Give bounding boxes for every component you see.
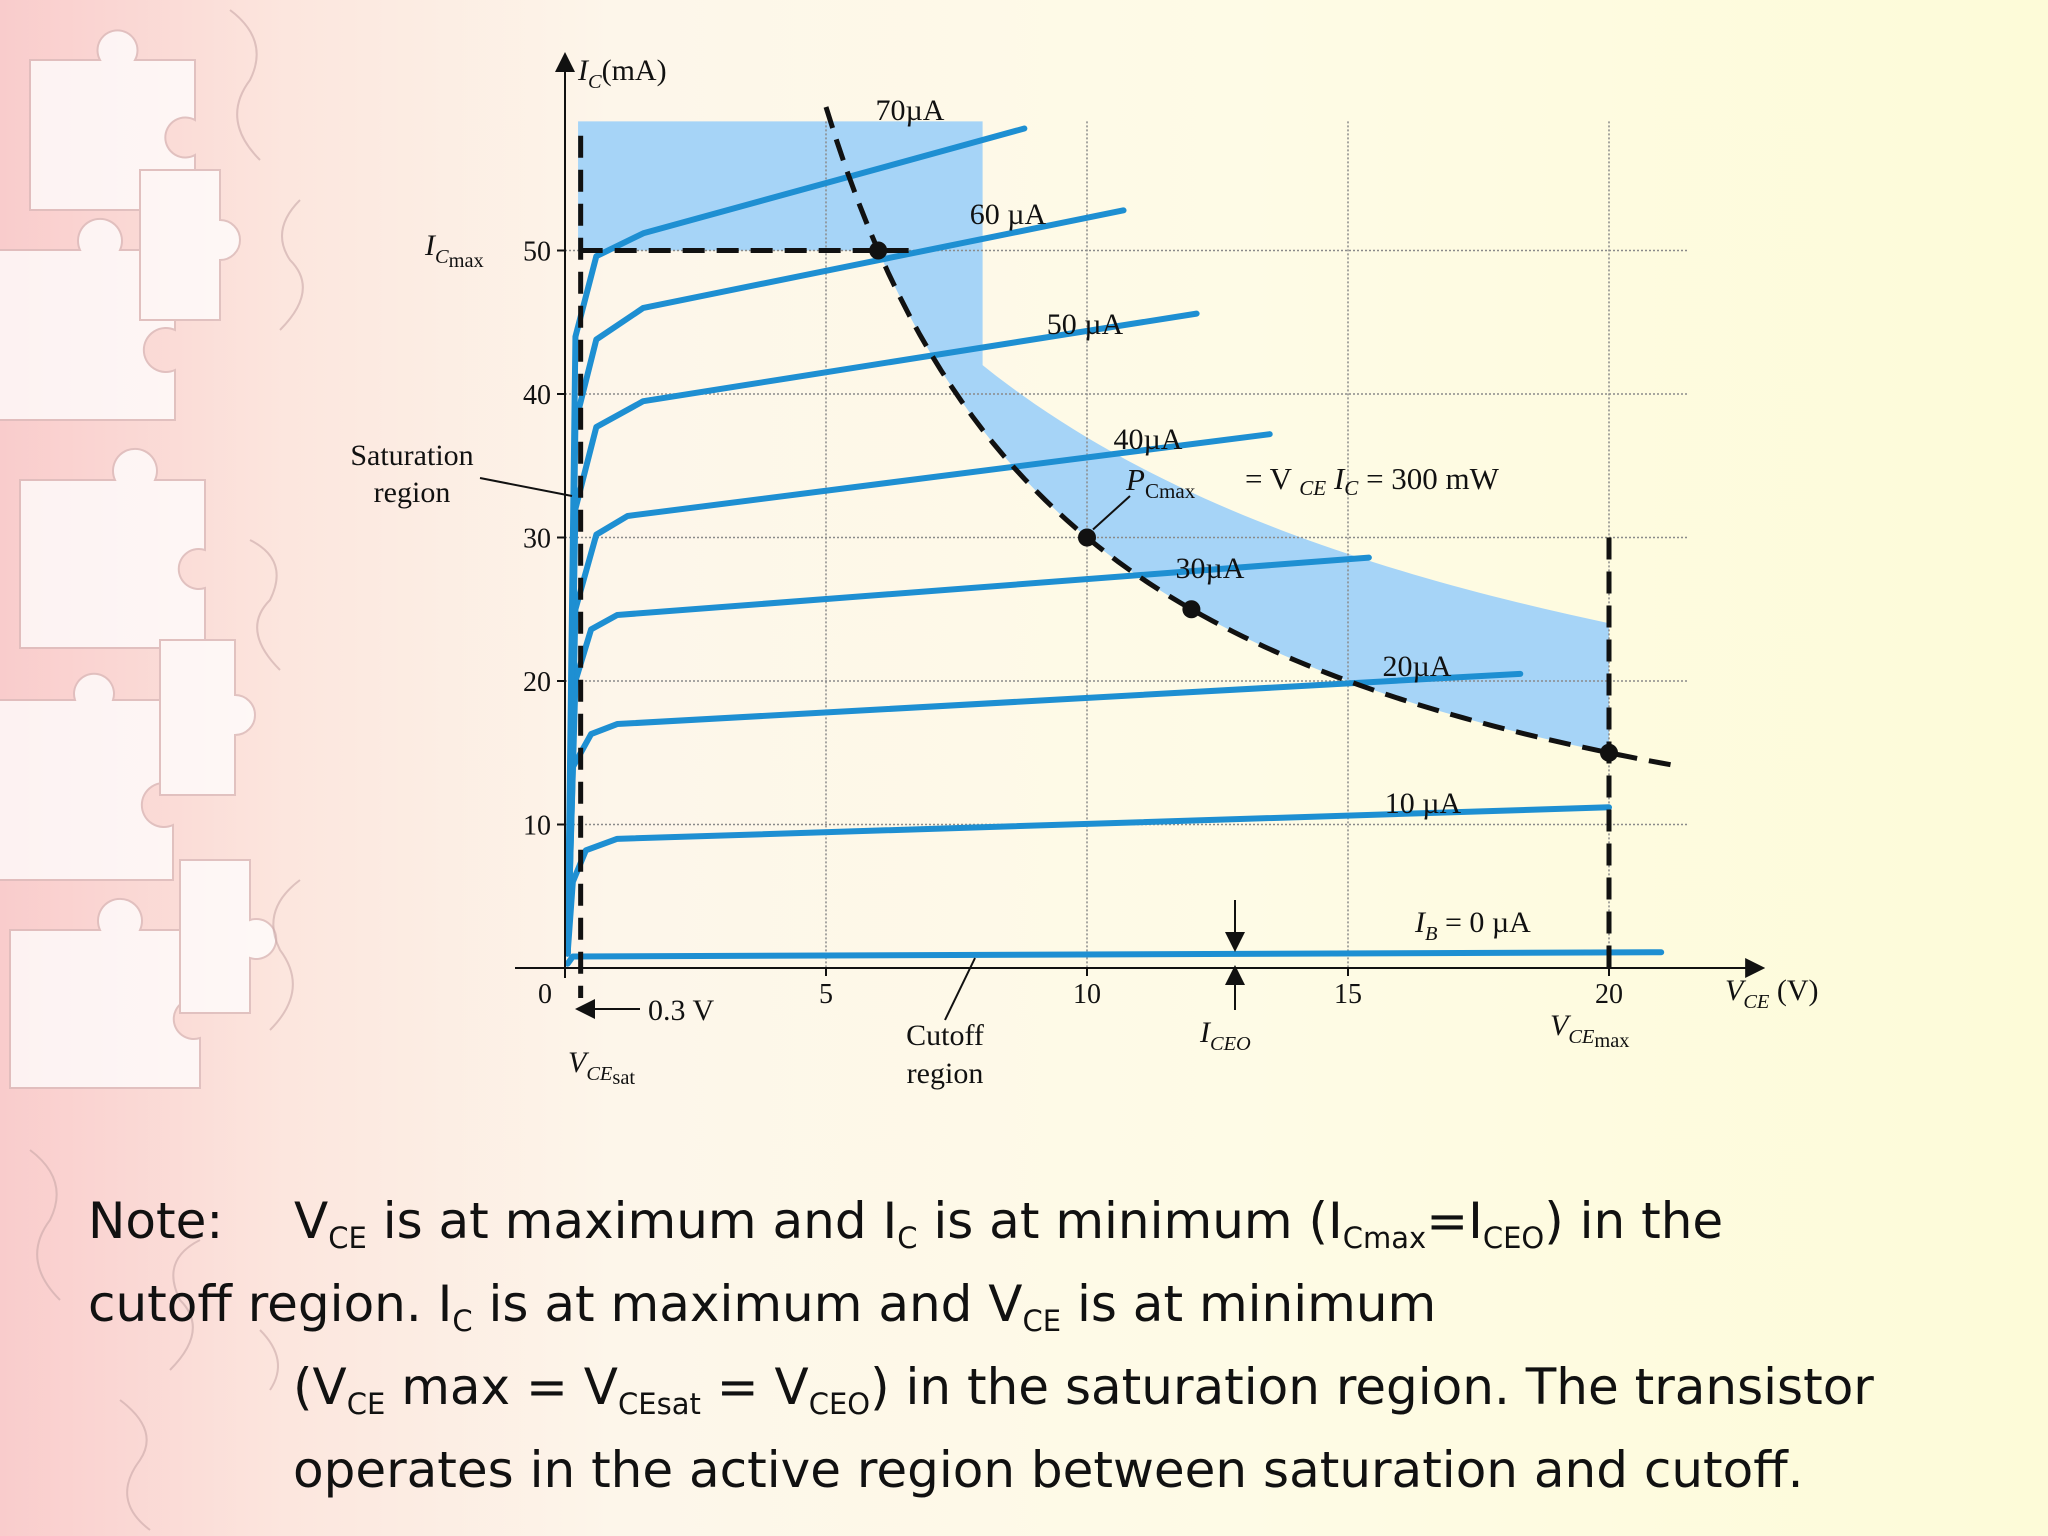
curve-label: 10 µA bbox=[1385, 787, 1462, 820]
curve-label: 40µA bbox=[1114, 423, 1183, 456]
vcesat-label: VCEsat bbox=[568, 1046, 635, 1089]
saturation-label: Saturation bbox=[350, 439, 473, 472]
saturation-leader bbox=[479, 477, 573, 497]
note-text-2: cutoff region. IC is at maximum and VCE … bbox=[88, 1275, 1437, 1338]
y-tick-label: 40 bbox=[523, 380, 551, 411]
operating-point bbox=[869, 241, 888, 260]
ib-zero-label: IB = 0 µA bbox=[1414, 906, 1531, 945]
curve-label: 50 µA bbox=[1047, 308, 1124, 341]
x-axis-label: VCE (V) bbox=[1725, 974, 1819, 1013]
pmax-leader bbox=[1092, 495, 1131, 531]
saturation-label-2: region bbox=[374, 476, 451, 509]
curve-label: 60 µA bbox=[970, 198, 1047, 231]
note-label: Note: bbox=[88, 1192, 224, 1250]
x-tick-label: 5 bbox=[819, 979, 833, 1010]
axes bbox=[515, 52, 1766, 978]
curve-label: 20µA bbox=[1383, 650, 1452, 683]
operating-point bbox=[1182, 600, 1201, 619]
curve-label: 30µA bbox=[1176, 552, 1245, 585]
chart-labels: 0 5 10 15 20 10 20 30 40 50 70µA 60 µA 50 µA 40µA 30µA… bbox=[350, 54, 1818, 1090]
vcesat-value: 0.3 V bbox=[648, 994, 714, 1027]
y-tick-label: 20 bbox=[523, 667, 551, 698]
cutoff-leader bbox=[944, 957, 976, 1021]
y-tick-label: 50 bbox=[523, 237, 551, 268]
x-tick-label: 0 bbox=[538, 979, 552, 1010]
limit-lines bbox=[578, 106, 1683, 998]
operating-point bbox=[1600, 743, 1618, 762]
pmax-label: PCmax bbox=[1125, 462, 1196, 503]
cutoff-label-2: region bbox=[907, 1057, 984, 1090]
note-text-4: operates in the active region between sa… bbox=[293, 1441, 1804, 1499]
x-tick-label: 20 bbox=[1595, 979, 1623, 1010]
x-tick-label: 15 bbox=[1334, 979, 1362, 1010]
note-text-1: VCE is at maximum and IC is at minimum (… bbox=[294, 1192, 1724, 1255]
cutoff-label: Cutoff bbox=[906, 1019, 984, 1052]
icmax-label: ICmax bbox=[424, 229, 484, 272]
curve-label: 70µA bbox=[876, 94, 945, 127]
transistor-characteristics-chart: 0 5 10 15 20 10 20 30 40 50 70µA 60 µA 50 µA 40µA 30µA… bbox=[350, 52, 1819, 1090]
vcemax-label: VCEmax bbox=[1550, 1009, 1630, 1052]
y-tick-label: 10 bbox=[523, 811, 551, 842]
y-tick-label: 30 bbox=[523, 524, 551, 555]
note-paragraph: Note: VCE is at maximum and IC is at mini… bbox=[88, 1180, 1988, 1512]
note-text-3: (VCE max = VCEsat = VCEO) in the saturat… bbox=[293, 1358, 1874, 1421]
ib-curves bbox=[564, 125, 1665, 967]
ib-curve bbox=[564, 310, 1200, 957]
ib-curve bbox=[564, 949, 1665, 967]
iceo-label: ICEO bbox=[1199, 1016, 1251, 1055]
x-tick-label: 10 bbox=[1073, 979, 1101, 1010]
operating-point bbox=[1078, 528, 1096, 547]
y-axis-label: IC(mA) bbox=[577, 54, 667, 93]
ib-curve bbox=[564, 125, 1028, 957]
pmax-equation: = V CE IC = 300 mW bbox=[1245, 461, 1500, 500]
